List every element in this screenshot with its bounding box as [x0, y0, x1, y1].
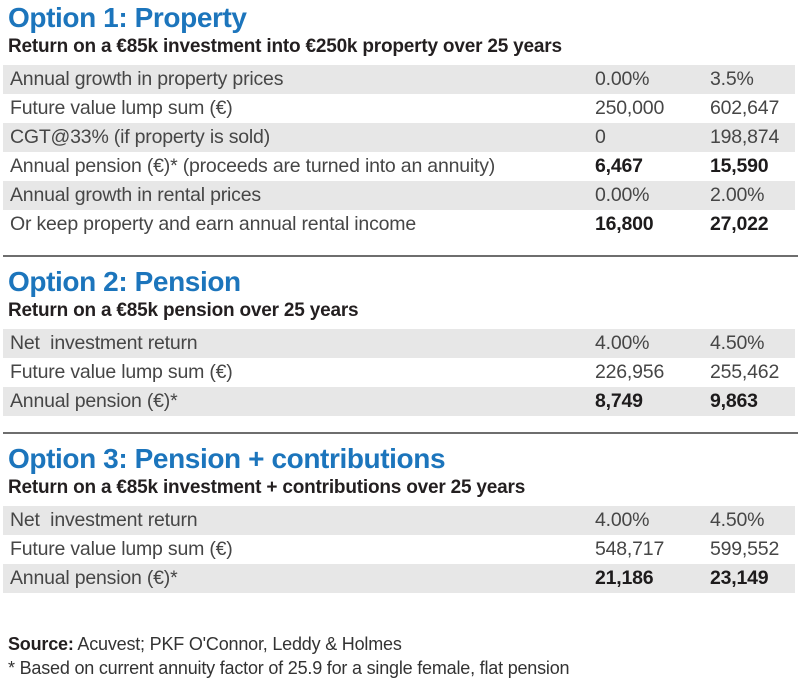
- source-text: Acuvest; PKF O'Connor, Leddy & Holmes: [73, 634, 402, 654]
- row-value-scenario-2: 255,462: [710, 361, 780, 383]
- row-value-scenario-1: 4.00%: [595, 509, 650, 531]
- option-2-table: Net investment return 4.00% 4.50% Future…: [3, 329, 795, 416]
- row-label: Annual pension (€)*: [10, 390, 178, 412]
- row-value-scenario-2: 23,149: [710, 567, 769, 589]
- option-2-subtitle: Return on a €85k pension over 25 years: [8, 300, 359, 321]
- row-label: Net investment return: [10, 509, 198, 531]
- option-3-subtitle: Return on a €85k investment + contributi…: [8, 477, 526, 498]
- option-1-subtitle: Return on a €85k investment into €250k p…: [8, 36, 562, 57]
- table-row: Net investment return 4.00% 4.50%: [3, 329, 795, 358]
- section-option-1: Option 1: Property Return on a €85k inve…: [3, 2, 795, 239]
- table-row: Future value lump sum (€) 548,717 599,55…: [3, 535, 795, 564]
- row-value-scenario-1: 8,749: [595, 390, 643, 412]
- table-row: Annual pension (€)* 8,749 9,863: [3, 387, 795, 416]
- row-value-scenario-1: 21,186: [595, 567, 654, 589]
- source-line: Source: Acuvest; PKF O'Connor, Leddy & H…: [8, 633, 795, 656]
- row-value-scenario-1: 226,956: [595, 361, 665, 383]
- row-label: Future value lump sum (€): [10, 538, 233, 560]
- row-value-scenario-2: 15,590: [710, 155, 769, 177]
- section-divider: [3, 432, 798, 434]
- table-row: Future value lump sum (€) 226,956 255,46…: [3, 358, 795, 387]
- row-value-scenario-2: 198,874: [710, 126, 780, 148]
- row-label: Future value lump sum (€): [10, 361, 233, 383]
- row-value-scenario-1: 16,800: [595, 213, 654, 235]
- footer: Source: Acuvest; PKF O'Connor, Leddy & H…: [8, 633, 795, 680]
- option-3-title: Option 3: Pension + contributions: [8, 443, 446, 474]
- table-row: Annual growth in rental prices 0.00% 2.0…: [3, 181, 795, 210]
- row-label: Annual growth in property prices: [10, 68, 284, 90]
- section-divider: [3, 255, 798, 257]
- section-option-3: Option 3: Pension + contributions Return…: [3, 443, 795, 593]
- option-3-table: Net investment return 4.00% 4.50% Future…: [3, 506, 795, 593]
- row-label: Annual growth in rental prices: [10, 184, 261, 206]
- row-value-scenario-1: 4.00%: [595, 332, 650, 354]
- row-value-scenario-1: 6,467: [595, 155, 643, 177]
- table-row: Or keep property and earn annual rental …: [3, 210, 795, 239]
- row-value-scenario-2: 602,647: [710, 97, 780, 119]
- row-value-scenario-2: 599,552: [710, 538, 780, 560]
- row-value-scenario-1: 250,000: [595, 97, 665, 119]
- row-label: Annual pension (€)*: [10, 567, 178, 589]
- row-value-scenario-2: 27,022: [710, 213, 769, 235]
- table-row: CGT@33% (if property is sold) 0 198,874: [3, 123, 795, 152]
- table-row: Annual growth in property prices 0.00% 3…: [3, 65, 795, 94]
- row-value-scenario-1: 0.00%: [595, 68, 650, 90]
- row-label: Net investment return: [10, 332, 198, 354]
- row-value-scenario-2: 4.50%: [710, 509, 765, 531]
- page: Option 1: Property Return on a €85k inve…: [3, 2, 798, 680]
- row-label: Future value lump sum (€): [10, 97, 233, 119]
- table-row: Future value lump sum (€) 250,000 602,64…: [3, 94, 795, 123]
- row-value-scenario-1: 0: [595, 126, 606, 148]
- row-label: Annual pension (€)* (proceeds are turned…: [10, 155, 496, 177]
- section-option-2: Option 2: Pension Return on a €85k pensi…: [3, 266, 795, 416]
- row-value-scenario-2: 4.50%: [710, 332, 765, 354]
- option-1-table: Annual growth in property prices 0.00% 3…: [3, 65, 795, 239]
- source-label: Source:: [8, 634, 74, 654]
- table-row: Annual pension (€)* (proceeds are turned…: [3, 152, 795, 181]
- row-value-scenario-2: 9,863: [710, 390, 758, 412]
- annuity-footnote: * Based on current annuity factor of 25.…: [8, 658, 570, 678]
- option-2-title: Option 2: Pension: [8, 266, 241, 297]
- table-row: Net investment return 4.00% 4.50%: [3, 506, 795, 535]
- table-row: Annual pension (€)* 21,186 23,149: [3, 564, 795, 593]
- row-value-scenario-1: 0.00%: [595, 184, 650, 206]
- row-label: CGT@33% (if property is sold): [10, 126, 270, 148]
- row-value-scenario-2: 2.00%: [710, 184, 765, 206]
- row-value-scenario-2: 3.5%: [710, 68, 754, 90]
- option-1-title: Option 1: Property: [8, 2, 247, 33]
- row-value-scenario-1: 548,717: [595, 538, 665, 560]
- row-label: Or keep property and earn annual rental …: [10, 213, 416, 235]
